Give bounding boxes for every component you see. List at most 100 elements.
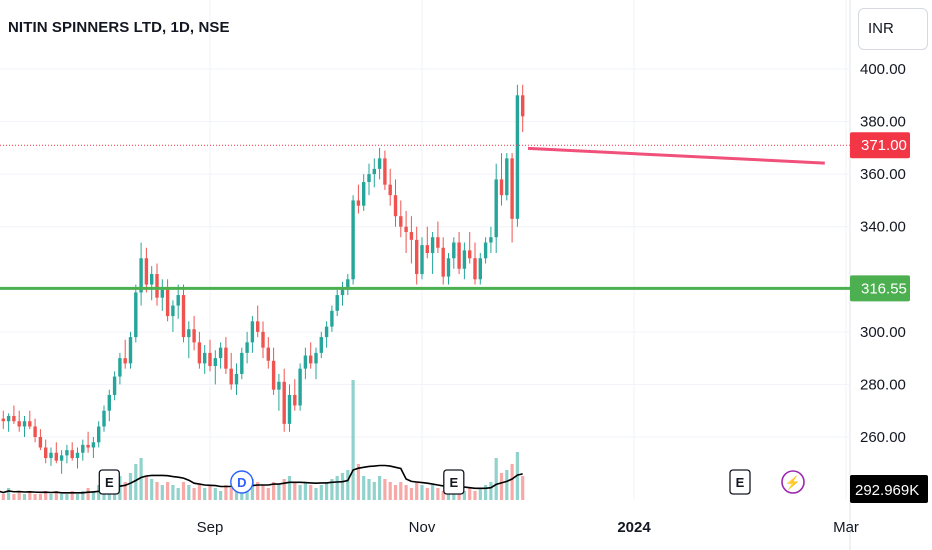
candle-body <box>213 358 217 367</box>
candle-body <box>478 258 482 280</box>
volume-bar <box>65 494 69 500</box>
candle-body <box>372 168 376 175</box>
candle-body <box>144 258 149 285</box>
volume-bar <box>81 491 85 500</box>
candle-body <box>75 452 80 459</box>
candle-body <box>515 95 520 219</box>
chart-title: NITIN SPINNERS LTD, 1D, NSE <box>8 19 230 36</box>
event-marker-past[interactable]: E <box>98 469 120 495</box>
candle-body <box>155 274 159 298</box>
volume-bar <box>441 491 445 500</box>
volume-bar <box>224 485 228 500</box>
candle-body <box>457 242 461 269</box>
candle-body <box>441 247 445 277</box>
earnings-label: E <box>449 475 458 490</box>
volume-bar <box>340 473 345 500</box>
candle-body <box>70 450 74 459</box>
candle-body <box>399 216 403 227</box>
volume-bar <box>192 488 196 500</box>
volume-bar <box>409 488 413 500</box>
volume-bar <box>325 482 329 500</box>
candle-body <box>436 237 440 248</box>
candle-body <box>256 321 260 332</box>
volume-bar <box>144 476 148 500</box>
candle-body <box>409 231 414 240</box>
volume-bar <box>197 485 201 500</box>
volume-bar <box>38 494 42 500</box>
candle-body <box>505 158 509 196</box>
candle-body <box>293 394 297 406</box>
volume-bar <box>319 485 323 500</box>
volume-bar <box>372 482 376 500</box>
candle-body <box>356 200 361 206</box>
volume-bar <box>266 488 270 500</box>
last-price-tag-text: 371.00 <box>861 137 907 154</box>
candle-body <box>473 258 477 280</box>
candle-body <box>150 274 154 285</box>
candle-body <box>91 442 96 448</box>
earnings-badge <box>98 469 120 495</box>
volume-bar <box>155 482 159 500</box>
volume-bar <box>383 479 387 500</box>
candle-body <box>54 452 58 461</box>
x-tick-label: 2024 <box>617 519 651 536</box>
currency-selector[interactable]: INR <box>858 8 928 50</box>
volume-bar <box>287 476 292 500</box>
grid <box>0 0 850 500</box>
volume-bar <box>399 482 403 500</box>
event-marker-past[interactable]: E <box>443 469 465 495</box>
volume-bar <box>150 479 154 500</box>
volume-bar <box>28 491 32 500</box>
volume-bar <box>478 488 482 500</box>
volume-bar <box>139 458 143 500</box>
candle-body <box>319 337 323 353</box>
volume-bar <box>7 488 11 500</box>
event-marker-past[interactable]: E <box>729 469 751 495</box>
candle-body <box>452 242 456 259</box>
candle-body <box>499 179 504 196</box>
split-label: ⚡ <box>785 475 801 491</box>
event-marker-dividend[interactable]: D <box>230 470 254 494</box>
candle-body <box>240 352 244 374</box>
volume-bar <box>362 476 366 500</box>
earnings-badge <box>729 469 751 495</box>
x-axis: SepNov2024MarMay <box>197 519 859 536</box>
candle-body <box>388 184 392 196</box>
candle-body <box>250 321 255 343</box>
y-tick-label: 280.00 <box>860 376 906 393</box>
candle-body <box>97 426 101 443</box>
volume-bar <box>436 488 440 500</box>
volume-bar <box>356 464 360 500</box>
volume-bar <box>415 482 419 500</box>
candle-body <box>128 337 133 364</box>
y-tick-label: 400.00 <box>860 61 906 78</box>
volume-bar <box>462 491 466 500</box>
volume-bar <box>171 485 175 500</box>
candle-body <box>303 355 308 369</box>
candle-body <box>38 437 43 448</box>
candle-body <box>1 418 5 422</box>
candle-body <box>324 326 329 338</box>
candle-body <box>192 329 196 343</box>
volume-bar <box>489 482 493 500</box>
volume-tag-text: 292.969K <box>855 482 919 499</box>
candle-body <box>12 415 16 422</box>
volume-bar <box>309 485 313 500</box>
candle-body <box>59 455 64 461</box>
volume-bar <box>282 479 286 500</box>
candle-body <box>33 426 37 437</box>
candle-body <box>86 444 90 448</box>
candle-body <box>261 331 265 348</box>
candle-body <box>330 310 334 327</box>
volume-bar <box>256 482 260 500</box>
candle-body <box>494 179 498 238</box>
volume-bar <box>208 485 212 500</box>
volume-bar <box>75 494 80 500</box>
event-marker-split[interactable]: ⚡ <box>781 470 805 494</box>
candle-body <box>218 347 223 359</box>
volume-bar <box>510 464 514 500</box>
volume-bar <box>335 476 339 500</box>
volume-bar <box>393 485 398 500</box>
candle-body <box>165 289 170 317</box>
